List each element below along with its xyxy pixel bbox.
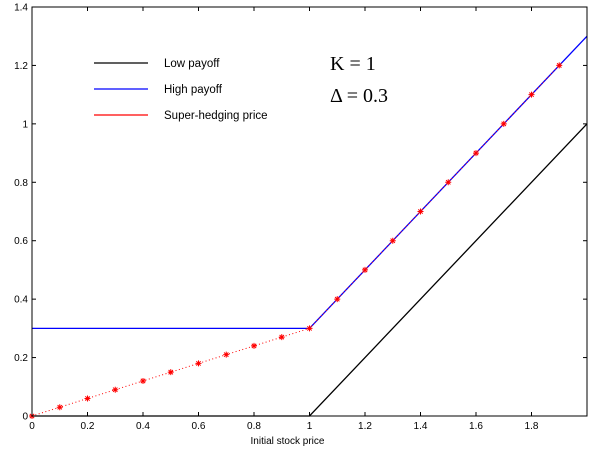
data-point-super-hedging-price [306,325,313,332]
x-tick-label: 0.4 [136,421,150,432]
y-tick-label: 1 [22,119,28,130]
plot-area [32,7,587,416]
y-tick-label: 0 [22,412,28,423]
data-point-super-hedging-price [195,360,202,367]
x-tick-label: 1.2 [358,421,372,432]
data-point-super-hedging-price [528,91,535,98]
x-tick-label: 0.6 [192,421,206,432]
data-point-super-hedging-price [56,404,63,411]
axes-layer: 0 0.2 0.4 0.6 0.8 1 1.2 1.4 1.6 1.8 0 0.2 0.4 0.6 0.8 1… [14,3,588,447]
x-tick-label: 0.8 [247,421,261,432]
annotation-1: K = 1 [330,53,376,75]
data-point-super-hedging-price [140,377,146,384]
data-point-super-hedging-price [278,334,285,341]
data-point-super-hedging-price [445,179,452,186]
x-tick-label: 1 [307,421,313,432]
data-point-super-hedging-price [84,395,91,402]
plot-background [32,7,587,416]
x-tick-label: 0.2 [81,421,95,432]
data-point-super-hedging-price [112,386,119,393]
annotations: K = 1 Δ = 0.3 [330,53,388,107]
legend-label-high-payoff: High payoff [164,84,223,96]
y-tick-label: 0.2 [14,353,28,364]
data-point-super-hedging-price [417,208,424,215]
y-tick-label: 0.4 [14,295,28,306]
data-point-super-hedging-price [223,351,230,358]
data-point-super-hedging-price [556,62,563,69]
data-point-super-hedging-price [389,237,396,244]
legend-label-low-payoff: Low payoff [164,58,220,70]
x-tick-label: 1.8 [525,421,539,432]
x-axis-label: Initial stock price [251,436,325,447]
y-tick-label: 0.8 [14,178,28,189]
x-tick-label: 1.6 [469,421,483,432]
legend: Low payoff High payoff Super-hedging price [94,58,268,122]
y-tick-label: 1.2 [14,61,28,72]
legend-label-super-hedging-price: Super-hedging price [164,110,268,122]
data-point-super-hedging-price [473,150,479,157]
data-point-super-hedging-price [167,369,174,376]
data-point-super-hedging-price [334,296,341,303]
data-point-super-hedging-price [362,266,368,273]
x-tick-label: 0 [29,421,35,432]
data-point-super-hedging-price [500,120,507,127]
x-tick-label: 1.4 [414,421,428,432]
annotation-2: Δ = 0.3 [330,85,388,107]
data-point-super-hedging-price [251,342,257,349]
y-tick-label: 0.6 [14,236,28,247]
y-tick-label: 1.4 [14,3,28,14]
